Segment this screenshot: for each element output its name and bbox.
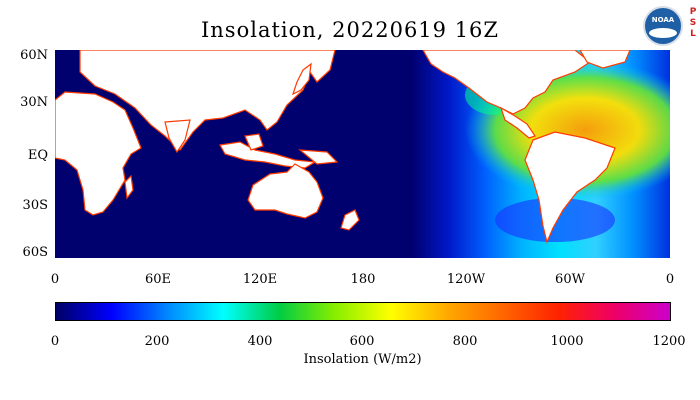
- colorbar-label: Insolation (W/m2): [303, 352, 422, 367]
- madagascar: [124, 174, 134, 200]
- lat-label-60n: 60N: [20, 48, 48, 63]
- colorbar-tick-1200: 1200: [652, 334, 686, 349]
- borneo: [244, 133, 264, 151]
- japan: [291, 62, 312, 96]
- india: [164, 119, 191, 154]
- lon-label-60e: 60E: [144, 272, 172, 287]
- new-zealand: [340, 209, 360, 231]
- lon-label-0-right: 0: [665, 272, 675, 287]
- lon-label-180: 180: [350, 272, 376, 287]
- colorbar-tick-800: 800: [452, 334, 478, 349]
- colorbar-tick-200: 200: [144, 334, 170, 349]
- psl-logo-text: P S L: [689, 7, 697, 39]
- colorbar-tick-600: 600: [349, 334, 375, 349]
- lat-label-60s: 60S: [22, 245, 48, 260]
- colorbar-tick-400: 400: [247, 334, 273, 349]
- central-america: [499, 106, 536, 139]
- noaa-logo-text: NOAA: [651, 16, 675, 24]
- colorbar-tick-1000: 1000: [550, 334, 584, 349]
- lat-label-eq: EQ: [27, 148, 48, 163]
- lon-label-0-left: 0: [50, 272, 60, 287]
- south-america-landmass: [524, 131, 616, 244]
- north-america-landmass: [422, 50, 592, 115]
- australia-landmass: [247, 163, 324, 219]
- colorbar: [55, 302, 671, 321]
- lon-label-120e: 120E: [242, 272, 278, 287]
- colorbar-tick-0: 0: [50, 334, 60, 349]
- insolation-map: [55, 50, 670, 258]
- new-guinea: [298, 149, 339, 165]
- lat-label-30s: 30S: [22, 198, 48, 213]
- eurasia-landmass: [79, 50, 336, 151]
- greenland: [579, 50, 631, 69]
- lon-label-120w: 120W: [446, 272, 486, 287]
- noaa-logo: NOAA: [643, 6, 683, 46]
- lat-label-30n: 30N: [20, 95, 48, 110]
- map-title: Insolation, 20220619 16Z: [200, 18, 500, 42]
- africa-landmass: [55, 91, 142, 216]
- lon-label-60w: 60W: [555, 272, 585, 287]
